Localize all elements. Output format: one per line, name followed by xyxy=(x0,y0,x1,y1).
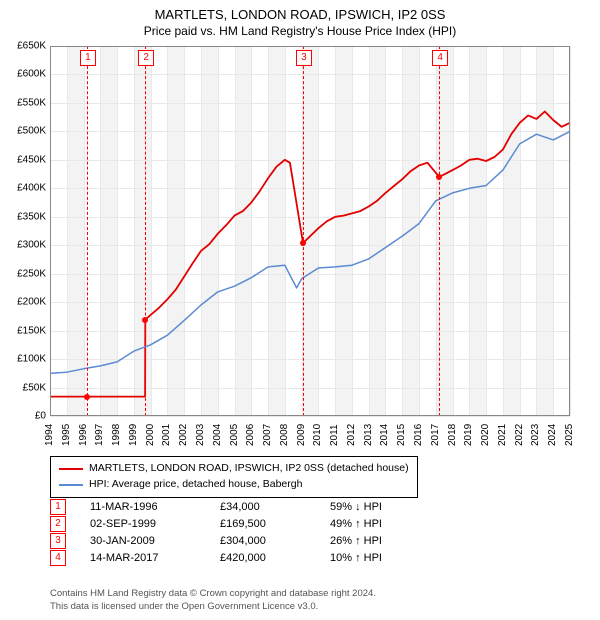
transactions-table: 1 11-MAR-1996£34,00059% ↓ HPI 2 02-SEP-1999… xyxy=(50,498,450,566)
tx-delta: 49% ↑ HPI xyxy=(330,518,450,530)
x-axis-label: 2024 xyxy=(547,434,558,446)
chart-subtitle: Price paid vs. HM Land Registry's House … xyxy=(0,24,600,38)
y-gridline xyxy=(50,416,570,417)
x-axis-label: 2005 xyxy=(229,434,240,446)
tx-price: £169,500 xyxy=(220,518,330,530)
x-axis-label: 2010 xyxy=(312,434,323,446)
x-axis-label: 1994 xyxy=(44,434,55,446)
x-axis-label: 2016 xyxy=(413,434,424,446)
x-axis-label: 2017 xyxy=(430,434,441,446)
legend-label: MARTLETS, LONDON ROAD, IPSWICH, IP2 0SS … xyxy=(89,461,409,477)
x-axis-label: 2011 xyxy=(329,434,340,446)
x-axis-label: 2022 xyxy=(514,434,525,446)
legend-label: HPI: Average price, detached house, Babe… xyxy=(89,477,302,493)
tx-delta: 59% ↓ HPI xyxy=(330,501,450,513)
tx-price: £34,000 xyxy=(220,501,330,513)
x-gridline xyxy=(570,46,571,416)
x-axis-label: 2009 xyxy=(296,434,307,446)
y-axis-label: £450K xyxy=(17,154,50,165)
y-axis-label: £50K xyxy=(23,382,50,393)
tx-badge: 2 xyxy=(50,516,66,532)
x-axis-label: 2025 xyxy=(564,434,575,446)
y-axis-label: £500K xyxy=(17,126,50,137)
x-axis-label: 2006 xyxy=(245,434,256,446)
legend-item: HPI: Average price, detached house, Babe… xyxy=(59,477,409,493)
legend: MARTLETS, LONDON ROAD, IPSWICH, IP2 0SS … xyxy=(50,456,418,498)
tx-date: 11-MAR-1996 xyxy=(90,501,220,513)
tx-badge: 3 xyxy=(50,533,66,549)
x-axis-label: 1999 xyxy=(128,434,139,446)
x-axis-label: 2020 xyxy=(480,434,491,446)
x-axis-label: 2012 xyxy=(346,434,357,446)
plot-area: 1994199519961997199819992000200120022003… xyxy=(50,46,570,416)
x-axis-label: 2007 xyxy=(262,434,273,446)
x-axis-label: 2008 xyxy=(279,434,290,446)
x-axis-label: 2014 xyxy=(379,434,390,446)
y-axis-label: £400K xyxy=(17,183,50,194)
x-axis-label: 2018 xyxy=(447,434,458,446)
plot-border xyxy=(50,46,570,416)
legend-swatch xyxy=(59,484,83,486)
x-axis-label: 2021 xyxy=(497,434,508,446)
y-axis-label: £200K xyxy=(17,297,50,308)
x-axis-label: 2015 xyxy=(396,434,407,446)
legend-swatch xyxy=(59,468,83,470)
tx-badge: 1 xyxy=(50,499,66,515)
y-axis-label: £100K xyxy=(17,354,50,365)
table-row: 1 11-MAR-1996£34,00059% ↓ HPI xyxy=(50,498,450,515)
table-row: 4 14-MAR-2017£420,00010% ↑ HPI xyxy=(50,549,450,566)
tx-date: 02-SEP-1999 xyxy=(90,518,220,530)
x-axis-label: 1997 xyxy=(94,434,105,446)
table-row: 2 02-SEP-1999£169,50049% ↑ HPI xyxy=(50,515,450,532)
tx-badge: 4 xyxy=(50,550,66,566)
legend-item: MARTLETS, LONDON ROAD, IPSWICH, IP2 0SS … xyxy=(59,461,409,477)
x-axis-label: 1996 xyxy=(78,434,89,446)
x-axis-label: 2013 xyxy=(363,434,374,446)
tx-price: £420,000 xyxy=(220,552,330,564)
x-axis-label: 2002 xyxy=(178,434,189,446)
x-axis-label: 1998 xyxy=(111,434,122,446)
y-axis-label: £650K xyxy=(17,41,50,52)
tx-date: 14-MAR-2017 xyxy=(90,552,220,564)
footer-attribution: Contains HM Land Registry data © Crown c… xyxy=(50,588,376,614)
chart-title: MARTLETS, LONDON ROAD, IPSWICH, IP2 0SS xyxy=(0,0,600,24)
tx-date: 30-JAN-2009 xyxy=(90,535,220,547)
footer-line-2: This data is licensed under the Open Gov… xyxy=(50,601,376,614)
y-axis-label: £0 xyxy=(35,411,50,422)
x-axis-label: 2001 xyxy=(161,434,172,446)
y-axis-label: £350K xyxy=(17,211,50,222)
y-axis-label: £300K xyxy=(17,240,50,251)
tx-delta: 10% ↑ HPI xyxy=(330,552,450,564)
tx-price: £304,000 xyxy=(220,535,330,547)
chart-container: MARTLETS, LONDON ROAD, IPSWICH, IP2 0SS … xyxy=(0,0,600,620)
x-axis-label: 2023 xyxy=(530,434,541,446)
x-axis-label: 2000 xyxy=(145,434,156,446)
y-axis-label: £550K xyxy=(17,97,50,108)
x-axis-label: 2003 xyxy=(195,434,206,446)
x-axis-label: 2019 xyxy=(463,434,474,446)
y-axis-label: £150K xyxy=(17,325,50,336)
x-axis-label: 1995 xyxy=(61,434,72,446)
x-axis-label: 2004 xyxy=(212,434,223,446)
y-axis-label: £250K xyxy=(17,268,50,279)
tx-delta: 26% ↑ HPI xyxy=(330,535,450,547)
y-axis-label: £600K xyxy=(17,69,50,80)
table-row: 3 30-JAN-2009£304,00026% ↑ HPI xyxy=(50,532,450,549)
footer-line-1: Contains HM Land Registry data © Crown c… xyxy=(50,588,376,601)
